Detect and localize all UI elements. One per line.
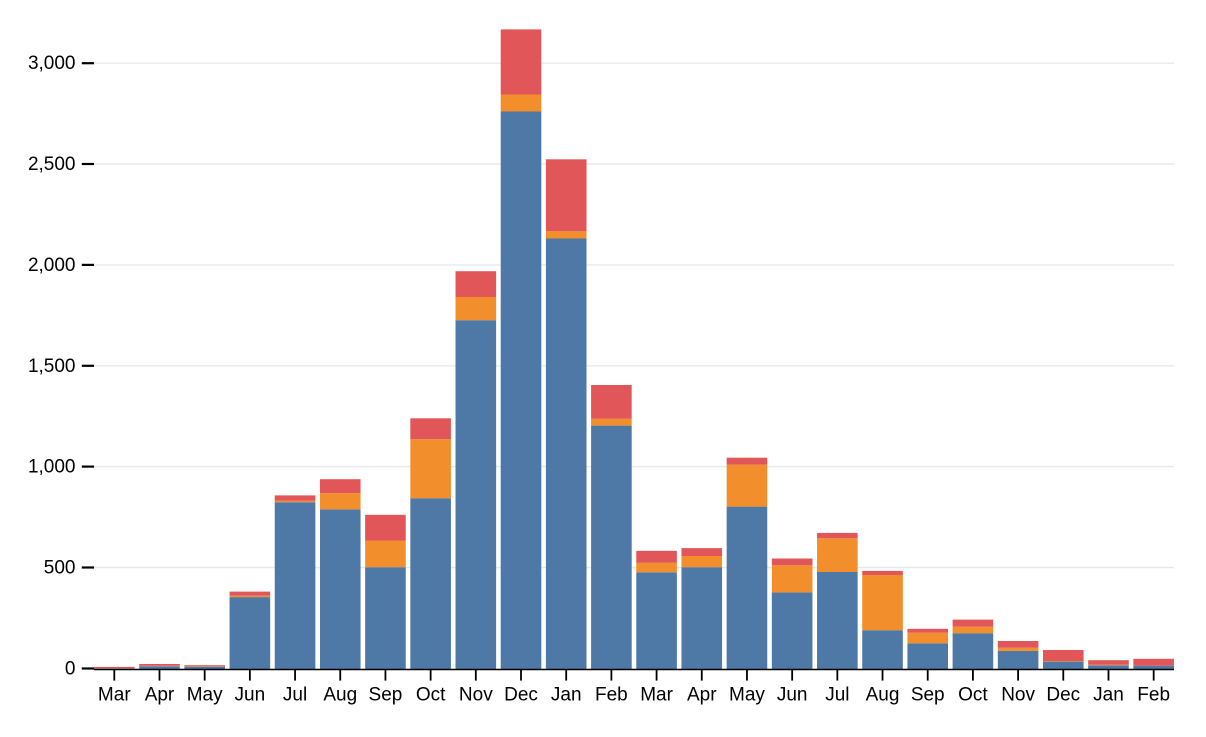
svg-text:May: May: [729, 685, 765, 706]
svg-text:Sep: Sep: [911, 685, 945, 706]
svg-text:Mar: Mar: [98, 685, 131, 706]
svg-text:Feb: Feb: [595, 685, 628, 706]
svg-text:1,000: 1,000: [28, 457, 76, 478]
svg-text:Jan: Jan: [551, 685, 582, 706]
svg-text:Dec: Dec: [1046, 685, 1080, 706]
svg-text:Nov: Nov: [1001, 685, 1035, 706]
svg-text:500: 500: [44, 558, 76, 579]
svg-text:Mar: Mar: [640, 685, 673, 706]
svg-text:Dec: Dec: [504, 685, 538, 706]
svg-text:Feb: Feb: [1137, 685, 1170, 706]
svg-text:Jun: Jun: [235, 685, 266, 706]
svg-text:Oct: Oct: [416, 685, 446, 706]
svg-text:Apr: Apr: [687, 685, 717, 706]
svg-text:May: May: [187, 685, 223, 706]
svg-text:Jul: Jul: [283, 685, 307, 706]
svg-text:Apr: Apr: [145, 685, 175, 706]
svg-text:Oct: Oct: [958, 685, 988, 706]
svg-text:Aug: Aug: [866, 685, 900, 706]
svg-text:0: 0: [65, 659, 76, 680]
svg-text:2,000: 2,000: [28, 255, 76, 276]
svg-text:Jul: Jul: [825, 685, 849, 706]
svg-text:Nov: Nov: [459, 685, 493, 706]
svg-text:2,500: 2,500: [28, 154, 76, 175]
svg-text:Aug: Aug: [323, 685, 357, 706]
svg-text:3,000: 3,000: [28, 53, 76, 74]
svg-text:Jan: Jan: [1093, 685, 1124, 706]
svg-text:1,500: 1,500: [28, 356, 76, 377]
svg-text:Sep: Sep: [369, 685, 403, 706]
svg-text:Jun: Jun: [777, 685, 808, 706]
